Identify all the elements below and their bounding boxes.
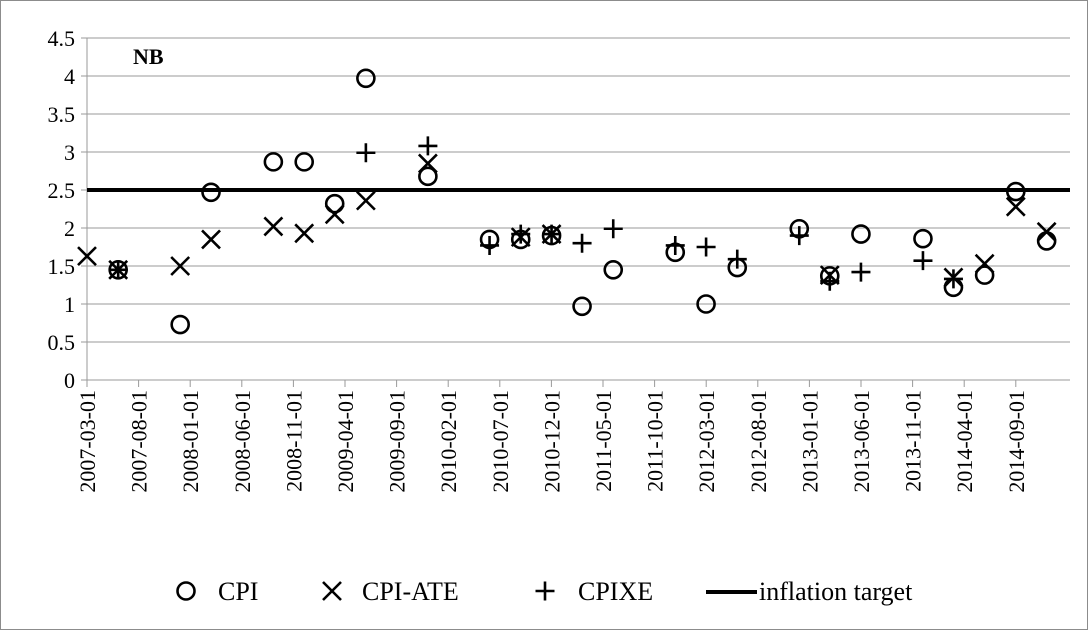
marker-cpixe — [572, 233, 592, 253]
legend-circle-icon — [176, 581, 196, 601]
marker-cpi-ate — [294, 223, 315, 244]
y-tick-label: 0 — [64, 368, 75, 393]
legend-label-inflation-target: inflation target — [759, 577, 913, 606]
marker-cpixe — [696, 237, 716, 257]
marker-cpixe — [418, 136, 438, 156]
marker-cpi — [170, 314, 190, 335]
y-tick-label: 2 — [64, 216, 75, 241]
marker-cpixe — [789, 226, 809, 246]
legend-item-cpi: CPI — [176, 577, 258, 606]
marker-cpi — [974, 265, 995, 285]
x-tick-label: 2013-06-01 — [849, 390, 874, 493]
marker-cpi — [294, 152, 315, 172]
x-tick-label: 2011-10-01 — [643, 390, 668, 492]
marker-cpi-ate — [170, 256, 191, 276]
legend-label-cpi: CPI — [218, 577, 258, 606]
data-markers — [77, 68, 1057, 335]
y-tick-label: 1.5 — [48, 254, 76, 279]
y-tick-label: 1 — [64, 292, 75, 317]
legend-item-cpi-ate: CPI-ATE — [322, 577, 459, 606]
x-tick-label: 2007-08-01 — [127, 390, 152, 493]
x-tick-label: 2007-03-01 — [75, 390, 100, 493]
x-tick-label: 2010-12-01 — [539, 390, 564, 493]
x-tick-label: 2012-08-01 — [746, 390, 771, 493]
x-tick-label: 2011-05-01 — [591, 390, 616, 492]
marker-cpi — [696, 294, 716, 314]
x-tick-label: 2008-01-01 — [178, 390, 203, 493]
x-tick-label: 2010-07-01 — [488, 390, 513, 493]
marker-cpixe — [913, 251, 933, 271]
marker-cpi — [201, 182, 221, 203]
gridlines — [87, 37, 1070, 381]
marker-cpixe — [542, 224, 562, 244]
legend-item-inflation-target: inflation target — [706, 577, 913, 606]
legend-label-cpi-ate: CPI-ATE — [362, 577, 459, 606]
marker-cpi-ate — [263, 216, 284, 237]
y-tick-label: 2.5 — [48, 178, 76, 203]
marker-cpi-ate — [1005, 196, 1026, 217]
y-tick-label: 3 — [64, 140, 75, 165]
marker-cpi — [1036, 231, 1057, 251]
y-tick-label: 0.5 — [48, 330, 76, 355]
x-tick-label: 2008-06-01 — [230, 390, 255, 493]
x-axis-ticks: 2007-03-01 2007-08-01 2008-01-01 2008-06-01… — [75, 380, 1029, 493]
marker-cpixe — [665, 235, 685, 255]
marker-cpixe — [356, 143, 376, 163]
marker-cpi — [603, 259, 624, 280]
x-tick-label: 2013-01-01 — [797, 390, 822, 493]
marker-cpi-ate — [1036, 221, 1057, 242]
x-tick-label: 2014-09-01 — [1004, 390, 1029, 493]
marker-cpi — [324, 193, 345, 214]
marker-cpi-ate — [974, 253, 995, 274]
axes — [86, 38, 1070, 381]
marker-cpixe — [603, 219, 623, 239]
marker-cpi-ate — [201, 229, 221, 250]
x-tick-label: 2009-04-01 — [333, 390, 358, 493]
y-tick-label: 3.5 — [48, 102, 76, 127]
marker-cpi-ate — [324, 204, 345, 225]
marker-cpixe — [108, 260, 128, 280]
y-tick-label: 4 — [64, 64, 75, 89]
marker-cpi — [572, 296, 592, 317]
marker-cpixe — [943, 269, 963, 289]
marker-cpi — [418, 166, 438, 187]
x-tick-label: 2013-11-01 — [901, 390, 926, 492]
legend-marker-x — [322, 581, 342, 601]
legend-marker-circle — [176, 581, 196, 601]
marker-cpixe — [480, 235, 500, 255]
marker-cpi — [913, 228, 933, 249]
marker-cpi-ate — [77, 246, 97, 267]
marker-cpi — [356, 68, 376, 89]
legend-item-cpixe: CPIXE — [535, 577, 653, 606]
marker-cpi-ate — [417, 153, 438, 174]
marker-cpi-ate — [355, 190, 376, 211]
y-axis-ticks: 0 0.5 1 1.5 2 2.5 3 3.5 4 4.5 — [48, 26, 87, 393]
legend-marker-plus — [535, 581, 555, 601]
marker-cpi — [1005, 181, 1026, 202]
legend: CPI CPI-ATE CPIXE inflation target — [176, 577, 913, 606]
x-tick-label: 2010-02-01 — [436, 390, 461, 493]
y-tick-label: 4.5 — [48, 26, 76, 51]
x-tick-label: 2012-03-01 — [694, 390, 719, 493]
x-tick-label: 2014-04-01 — [952, 390, 977, 493]
marker-cpixe — [511, 224, 531, 244]
legend-plus-icon — [535, 581, 555, 601]
marker-cpi — [263, 152, 284, 172]
marker-cpixe — [727, 249, 747, 269]
marker-cpi — [851, 224, 871, 244]
legend-x-icon — [322, 581, 342, 601]
panel-label: NB — [133, 44, 164, 69]
legend-label-cpixe: CPIXE — [578, 577, 653, 606]
x-tick-label: 2009-09-01 — [385, 390, 410, 493]
x-tick-label: 2008-11-01 — [281, 390, 306, 492]
marker-cpixe — [851, 262, 871, 282]
marker-cpixe — [820, 271, 840, 291]
